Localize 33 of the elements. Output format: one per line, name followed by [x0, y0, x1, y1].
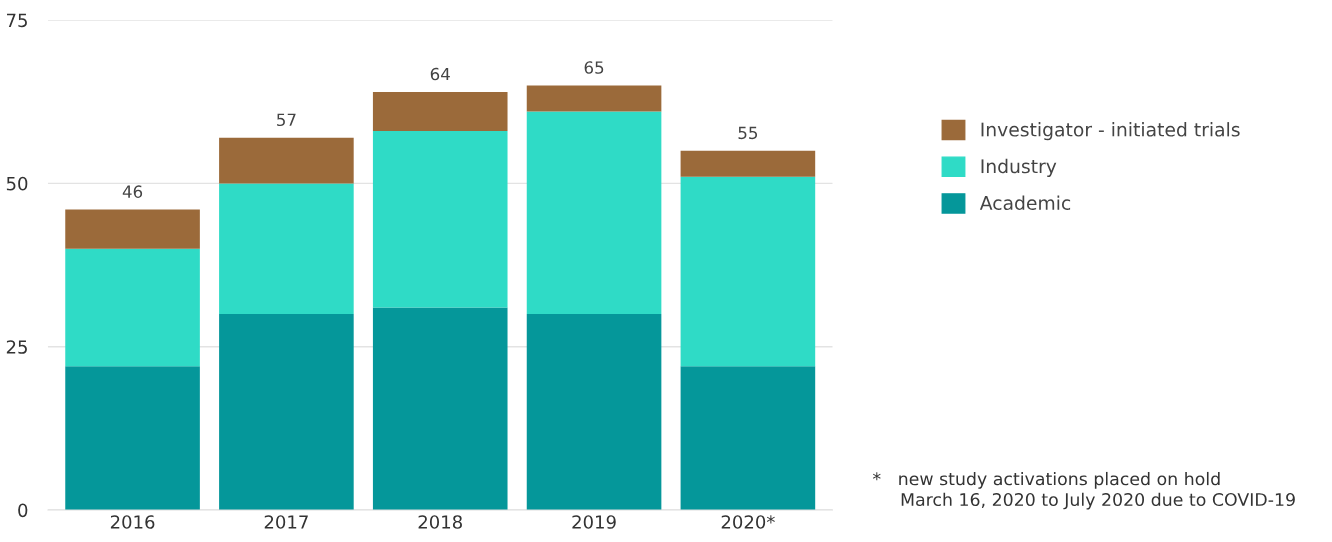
x-tick-label: 2019 [572, 515, 616, 529]
bar [219, 314, 354, 511]
bar [372, 91, 508, 132]
bar [65, 248, 200, 367]
total-label: 65 [584, 61, 604, 74]
bar [680, 366, 816, 511]
text: * new study activations placed on hold March 16, 2020 to July 2020 due to COVID-19 [872, 471, 1295, 510]
y-tick-label: 50 [6, 176, 28, 191]
x-tick-label: 2018 [418, 515, 462, 529]
bar [680, 176, 816, 367]
bar [65, 366, 200, 511]
x-tick-label: 2020* [721, 515, 775, 529]
bar [526, 85, 662, 112]
bar [526, 314, 662, 511]
bar [680, 150, 816, 177]
legend-label: Industry [981, 158, 1057, 177]
bar [219, 183, 354, 315]
x-tick-label: 2016 [110, 515, 155, 529]
total-label: 57 [277, 113, 296, 127]
legend-label: Investigator - initiated trials [981, 122, 1240, 141]
y-tick-label: 25 [6, 340, 27, 354]
legend-label: Academic [979, 195, 1071, 211]
total-label: 55 [738, 126, 758, 140]
total-label: 64 [430, 67, 450, 81]
bar [372, 131, 508, 308]
total-label: 46 [122, 185, 143, 198]
bar [372, 307, 508, 511]
y-tick-label: 0 [18, 503, 28, 518]
bar [526, 111, 662, 315]
x-tick-label: 2017 [264, 515, 308, 529]
bar [219, 137, 354, 184]
y-tick-label: 75 [7, 13, 27, 28]
bar [65, 209, 200, 249]
